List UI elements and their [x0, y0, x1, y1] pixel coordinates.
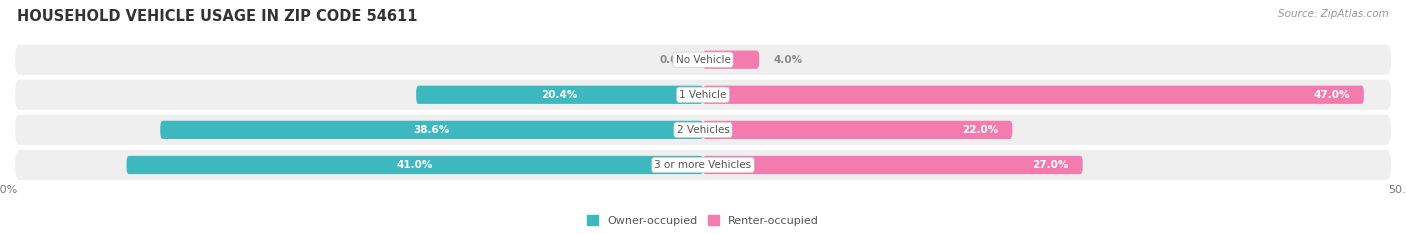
Text: 20.4%: 20.4% — [541, 90, 578, 100]
Text: 22.0%: 22.0% — [962, 125, 998, 135]
Text: 38.6%: 38.6% — [413, 125, 450, 135]
FancyBboxPatch shape — [127, 156, 703, 174]
Text: Source: ZipAtlas.com: Source: ZipAtlas.com — [1278, 9, 1389, 19]
Text: 2 Vehicles: 2 Vehicles — [676, 125, 730, 135]
FancyBboxPatch shape — [14, 114, 1392, 146]
Text: 47.0%: 47.0% — [1313, 90, 1350, 100]
FancyBboxPatch shape — [160, 121, 703, 139]
FancyBboxPatch shape — [14, 44, 1392, 76]
FancyBboxPatch shape — [703, 86, 1364, 104]
FancyBboxPatch shape — [703, 156, 1083, 174]
Text: 3 or more Vehicles: 3 or more Vehicles — [654, 160, 752, 170]
Text: 41.0%: 41.0% — [396, 160, 433, 170]
Text: 27.0%: 27.0% — [1032, 160, 1069, 170]
FancyBboxPatch shape — [703, 121, 1012, 139]
Text: 1 Vehicle: 1 Vehicle — [679, 90, 727, 100]
FancyBboxPatch shape — [703, 51, 759, 69]
Text: 0.0%: 0.0% — [659, 55, 689, 65]
Text: 4.0%: 4.0% — [773, 55, 803, 65]
Legend: Owner-occupied, Renter-occupied: Owner-occupied, Renter-occupied — [582, 211, 824, 230]
FancyBboxPatch shape — [14, 79, 1392, 111]
Text: HOUSEHOLD VEHICLE USAGE IN ZIP CODE 54611: HOUSEHOLD VEHICLE USAGE IN ZIP CODE 5461… — [17, 9, 418, 24]
FancyBboxPatch shape — [416, 86, 703, 104]
Text: No Vehicle: No Vehicle — [675, 55, 731, 65]
FancyBboxPatch shape — [14, 149, 1392, 181]
